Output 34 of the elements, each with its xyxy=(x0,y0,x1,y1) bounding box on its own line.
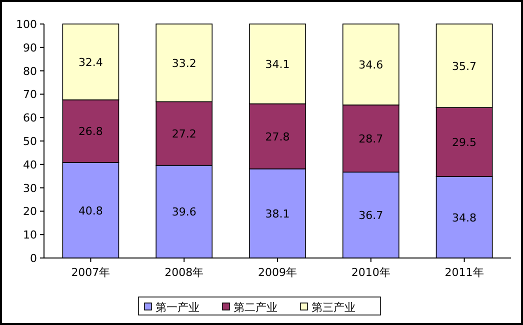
data-label: 26.8 xyxy=(78,125,103,138)
x-tick-label: 2008年 xyxy=(164,266,204,279)
data-label: 38.1 xyxy=(265,207,290,220)
data-label: 40.8 xyxy=(78,204,103,218)
data-label: 27.8 xyxy=(265,130,290,144)
y-tick-label: 70 xyxy=(23,88,37,102)
data-label: 34.1 xyxy=(265,58,290,71)
data-label: 35.7 xyxy=(452,60,477,73)
data-label: 34.6 xyxy=(358,58,384,72)
x-tick-label: 2011年 xyxy=(444,266,484,279)
data-label: 27.2 xyxy=(172,128,196,141)
y-tick-label: 80 xyxy=(23,64,37,78)
data-label: 33.2 xyxy=(172,56,196,70)
legend-label: 第二产业 xyxy=(234,301,278,314)
y-tick-label: 50 xyxy=(23,135,37,148)
y-tick-label: 40 xyxy=(23,158,37,172)
data-label: 34.8 xyxy=(452,211,477,224)
y-tick-label: 60 xyxy=(23,112,37,125)
data-label: 32.4 xyxy=(78,56,103,69)
data-label: 36.7 xyxy=(358,209,384,222)
x-tick-label: 2007年 xyxy=(71,266,110,279)
legend-label: 第三产业 xyxy=(312,301,356,314)
data-label: 28.7 xyxy=(358,132,384,146)
legend-label: 第一产业 xyxy=(156,301,200,314)
data-label: 29.5 xyxy=(452,136,477,150)
y-tick-label: 10 xyxy=(23,228,37,242)
y-tick-label: 90 xyxy=(23,41,37,54)
x-tick-label: 2010年 xyxy=(351,266,390,279)
y-tick-label: 20 xyxy=(23,205,37,218)
y-tick-label: 100 xyxy=(16,18,37,31)
y-tick-label: 0 xyxy=(30,252,37,265)
x-tick-label: 2009年 xyxy=(258,266,297,279)
y-tick-label: 30 xyxy=(23,182,37,195)
data-label: 39.6 xyxy=(172,206,196,219)
